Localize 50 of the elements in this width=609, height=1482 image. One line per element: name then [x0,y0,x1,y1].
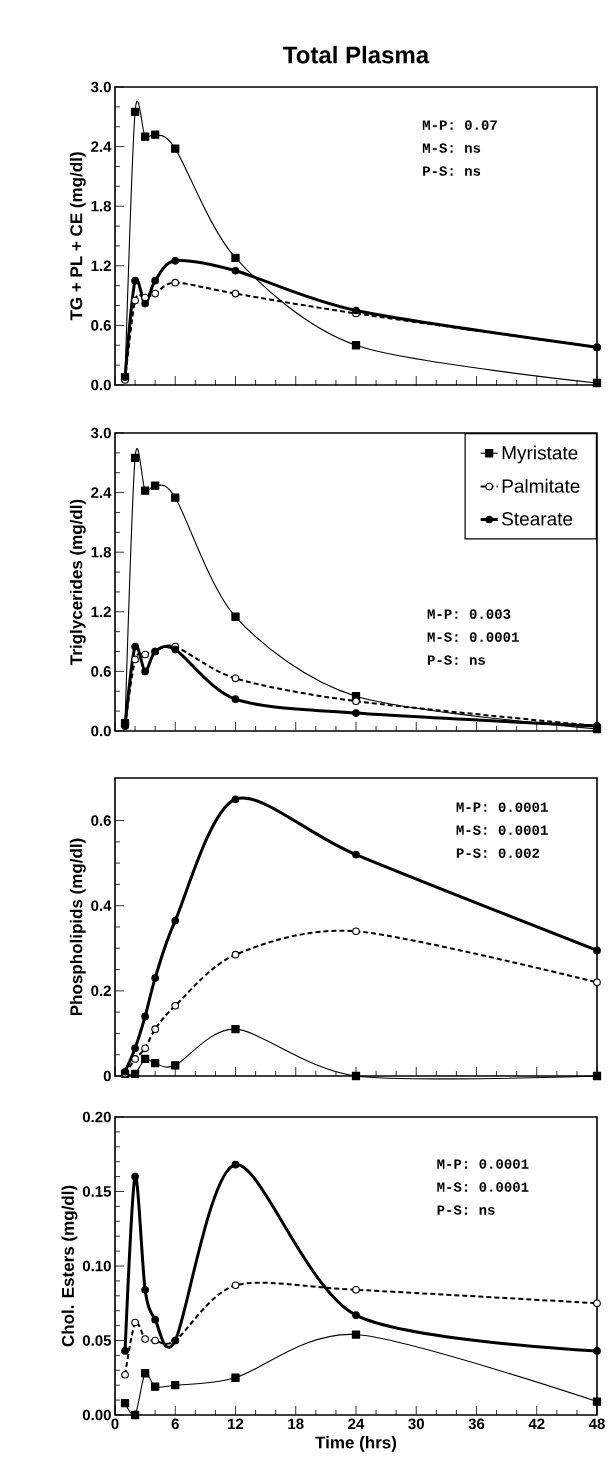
y-tick-label: 3.0 [90,427,111,439]
y-tick-label: 3.0 [90,81,111,93]
annotation: P-S: ns [427,655,485,665]
annotation: M-S: 0.0001 [456,825,548,835]
y-tick-label: 2.4 [91,141,112,152]
y-tick-label: 1.2 [91,260,111,272]
y-tick-label: 0.6 [91,815,111,826]
y-axis-title: Chol. Esters (mg/dl) [61,1185,78,1347]
annotation: P-S: ns [437,1205,495,1215]
annotation: P-S: 0.002 [456,848,540,858]
x-tick-label: 48 [588,1418,605,1430]
x-tick-label: 24 [348,1418,365,1429]
y-tick-label: 1.8 [91,546,111,558]
y-tick-label: 0.2 [91,985,111,997]
legend-label: Palmitate [502,478,580,493]
y-tick-label: 0.4 [91,900,112,912]
y-tick-label: 0.6 [91,666,111,677]
annotation: M-P: 0.0001 [456,802,548,812]
x-tick-label: 6 [171,1418,179,1430]
y-tick-label: 1.2 [91,606,111,618]
annotation: M-P: 0.0001 [437,1159,529,1169]
x-tick-label: 30 [408,1418,424,1430]
y-tick-label: 0.20 [82,1111,111,1123]
x-axis-title: Time (hrs) [315,1436,397,1452]
y-axis-title: Triglycerides (mg/dl) [69,499,86,665]
legend-label: Myristate [502,445,578,464]
y-tick-label: 0.00 [82,1409,111,1421]
x-tick-label: 12 [228,1418,244,1429]
y-tick-label: 0.0 [91,379,111,391]
annotation: M-S: ns [422,143,481,153]
y-tick-label: 0.10 [82,1260,111,1272]
y-tick-label: 1.8 [91,200,111,212]
annotation: M-S: 0.0001 [427,632,519,642]
x-tick-label: 18 [288,1418,304,1430]
annotation: M-S: 0.0001 [437,1182,529,1192]
annotation: M-P: 0.07 [422,120,497,130]
y-tick-label: 0.05 [82,1335,112,1346]
legend-label: Stearate [502,512,573,526]
y-tick-label: 2.4 [91,487,112,498]
x-tick-label: 42 [528,1418,545,1429]
y-tick-label: 0.15 [82,1186,112,1197]
y-tick-label: 0.6 [91,320,111,331]
annotation: M-P: 0.003 [427,609,511,619]
y-axis-title: Phospholipids (mg/dl) [69,838,86,1016]
annotation: P-S: ns [423,166,481,176]
y-tick-label: 0.0 [91,725,111,737]
chart-title: Total Plasma [283,45,430,64]
y-axis-title: TG + PL + CE (mg/dl) [69,152,86,321]
x-tick-label: 36 [468,1418,485,1430]
y-tick-label: 0 [103,1070,111,1082]
